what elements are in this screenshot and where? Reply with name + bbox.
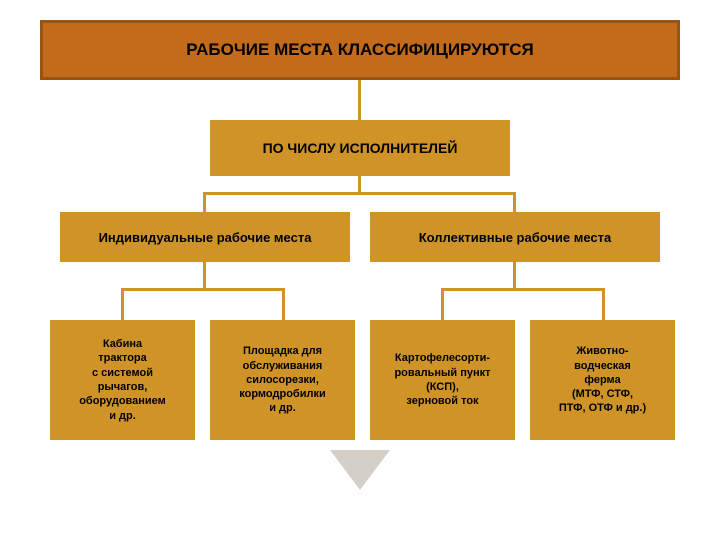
- edge: [513, 192, 516, 212]
- down-arrow-icon: [330, 450, 390, 490]
- edge: [282, 288, 285, 320]
- edge: [121, 288, 124, 320]
- edge: [358, 80, 361, 120]
- edge: [602, 288, 605, 320]
- leaf-node: Кабина трактора с системой рычагов, обор…: [50, 320, 195, 440]
- edge: [203, 192, 515, 195]
- leaf-node: Картофелесорти- ровальный пункт (КСП), з…: [370, 320, 515, 440]
- category-right: Коллективные рабочие места: [370, 212, 660, 262]
- diagram-canvas: РАБОЧИЕ МЕСТА КЛАССИФИЦИРУЮТСЯ ПО ЧИСЛУ …: [0, 0, 720, 540]
- edge: [441, 288, 605, 291]
- root-node: РАБОЧИЕ МЕСТА КЛАССИФИЦИРУЮТСЯ: [40, 20, 680, 80]
- edge: [441, 288, 444, 320]
- category-left: Индивидуальные рабочие места: [60, 212, 350, 262]
- edge: [203, 262, 206, 290]
- sub-node: ПО ЧИСЛУ ИСПОЛНИТЕЛЕЙ: [210, 120, 510, 176]
- leaf-node: Животно- водческая ферма (МТФ, СТФ, ПТФ,…: [530, 320, 675, 440]
- leaf-node: Площадка для обслуживания силосорезки, к…: [210, 320, 355, 440]
- edge: [121, 288, 285, 291]
- edge: [203, 192, 206, 212]
- edge: [513, 262, 516, 290]
